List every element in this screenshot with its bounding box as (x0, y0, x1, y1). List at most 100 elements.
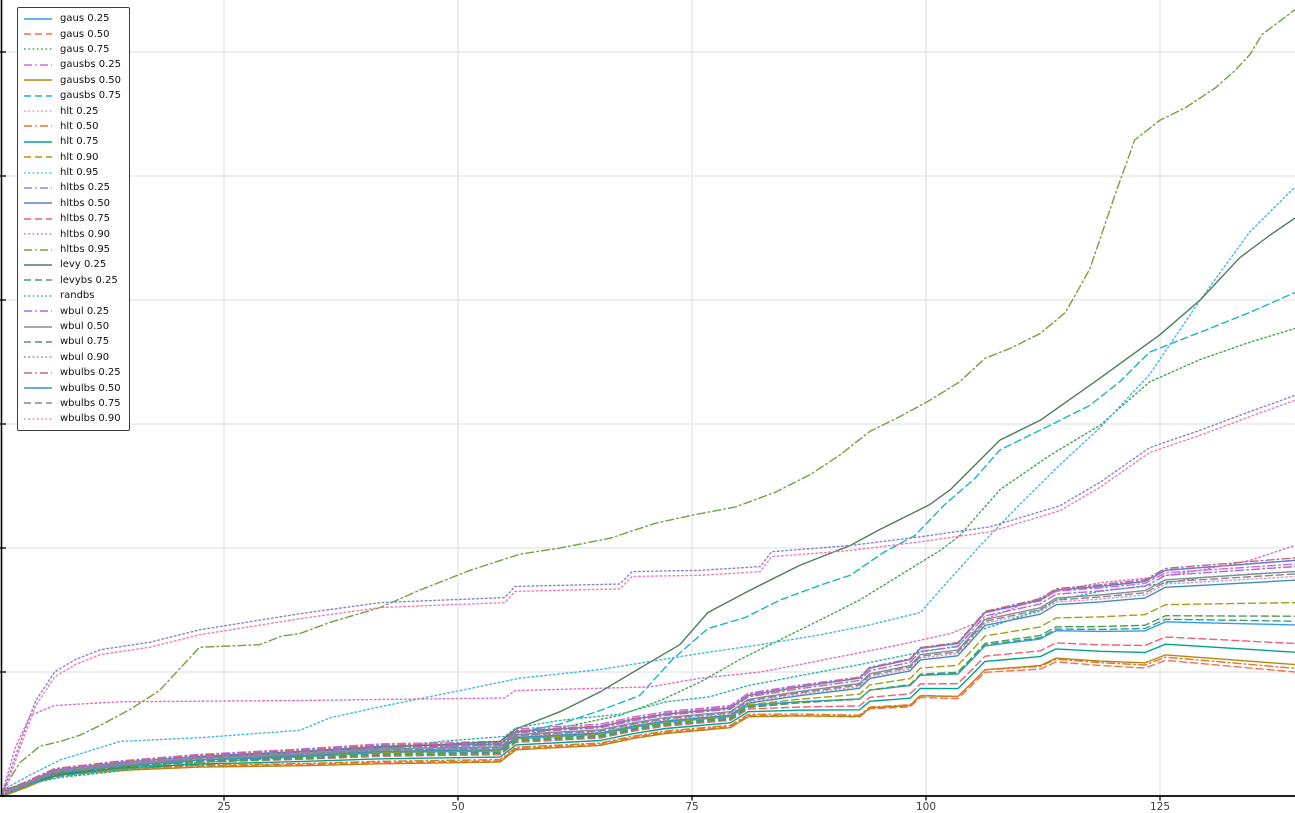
legend-line-sample (24, 156, 52, 159)
legend-item-gaus-0-75: gaus 0.75 (23, 42, 121, 57)
legend-line-sample (24, 17, 52, 20)
legend-line-sample (24, 264, 52, 266)
legend-item-hltbs-0-90: hltbs 0.90 (23, 226, 121, 241)
series-levybs-0-25 (2, 618, 1295, 795)
legend-label: hltbs 0.50 (60, 197, 111, 209)
legend-item-wbulbs-0-90: wbulbs 0.90 (23, 411, 121, 426)
legend-line-sample (24, 233, 52, 235)
legend-item-hltbs-0-50: hltbs 0.50 (23, 196, 121, 211)
legend-label: wbulbs 0.75 (60, 397, 121, 409)
legend-label: gaus 0.75 (60, 43, 110, 55)
legend-item-levybs-0-25: levybs 0.25 (23, 273, 121, 288)
legend-label: levy 0.25 (60, 259, 107, 271)
series-levy-0-25 (2, 217, 1295, 791)
legend-line-sample (24, 248, 52, 251)
legend-label: wbul 0.25 (60, 305, 110, 317)
legend-line-sample (24, 94, 52, 97)
legend-label: gaus 0.25 (60, 13, 110, 25)
legend-item-wbulbs-0-50: wbulbs 0.50 (23, 380, 121, 395)
legend-label: gausbs 0.25 (60, 59, 122, 71)
legend-label: wbul 0.50 (60, 321, 110, 332)
legend-line-sample (24, 171, 52, 174)
legend-line-sample (24, 402, 52, 405)
legend-line-sample (24, 79, 52, 82)
legend-label: hlt 0.95 (60, 167, 99, 179)
legend-line-sample (24, 202, 52, 205)
legend-item-wbulbs-0-25: wbulbs 0.25 (23, 365, 121, 380)
legend-item-hlt-0-50: hlt 0.50 (23, 119, 121, 134)
legend-line-sample (24, 310, 52, 312)
legend-label: hltbs 0.90 (60, 228, 111, 240)
legend-label: gaus 0.50 (60, 28, 110, 40)
legend-line-sample (24, 110, 52, 112)
legend-line-sample (24, 387, 52, 389)
legend-item-randbs: randbs (23, 288, 121, 303)
legend-line-sample (24, 48, 52, 51)
legend-line-sample (24, 217, 52, 220)
legend-label: wbul 0.90 (60, 351, 110, 363)
legend-line-sample (24, 279, 52, 282)
series-hlt-0-95 (2, 186, 1295, 791)
legend-label: gausbs 0.50 (60, 74, 122, 86)
legend-label: hltbs 0.95 (60, 244, 111, 256)
legend-item-hlt-0-25: hlt 0.25 (23, 103, 121, 118)
legend-item-wbul-0-90: wbul 0.90 (23, 350, 121, 365)
series-wbulbs-0-25 (2, 557, 1295, 792)
legend-line-sample (24, 418, 52, 420)
legend-label: wbulbs 0.50 (60, 382, 121, 394)
legend-label: hlt 0.75 (60, 136, 99, 148)
series-hltbs-0-90 (2, 544, 1295, 791)
legend-item-levy-0-25: levy 0.25 (23, 257, 121, 272)
series-wbul-0-25 (2, 565, 1295, 793)
x-tick-label: 75 (685, 801, 698, 813)
legend-line-sample (24, 356, 52, 359)
legend-label: gausbs 0.75 (60, 90, 122, 102)
x-tick-label: 25 (217, 801, 230, 813)
series-randbs (2, 570, 1295, 791)
legend-line-sample (24, 325, 52, 328)
x-tick-label: 125 (1150, 801, 1170, 813)
series-gausbs-0-25 (2, 563, 1295, 792)
legend-label: wbul 0.75 (60, 336, 110, 348)
series-wbul-0-75 (2, 615, 1295, 796)
legend-line-sample (24, 294, 52, 297)
legend-label: randbs (60, 290, 95, 302)
legend-item-hlt-0-95: hlt 0.95 (23, 165, 121, 180)
legend-item-gausbs-0-75: gausbs 0.75 (23, 88, 121, 103)
legend-label: hlt 0.50 (60, 120, 99, 132)
legend-item-hltbs-0-95: hltbs 0.95 (23, 242, 121, 257)
legend-item-wbul-0-50: wbul 0.50 (23, 319, 121, 334)
legend-item-gausbs-0-25: gausbs 0.25 (23, 57, 121, 72)
legend-item-gaus-0-25: gaus 0.25 (23, 11, 121, 26)
legend-line-sample (24, 33, 52, 35)
legend-line-sample (24, 125, 52, 128)
x-tick-label: 100 (916, 801, 936, 813)
legend-label: hlt 0.25 (60, 105, 99, 117)
series-wbul-0-90 (2, 394, 1295, 793)
legend-label: hltbs 0.75 (60, 213, 111, 225)
legend-item-hltbs-0-75: hltbs 0.75 (23, 211, 121, 226)
legend-line-sample (24, 141, 52, 143)
series-wbul-0-50 (2, 570, 1295, 795)
legend-line-sample (24, 341, 52, 343)
series-wbulbs-0-75 (2, 573, 1295, 796)
legend-label: wbulbs 0.90 (60, 413, 121, 425)
legend-label: hltbs 0.25 (60, 182, 111, 194)
series-gausbs-0-50 (2, 654, 1295, 797)
legend-item-gausbs-0-50: gausbs 0.50 (23, 73, 121, 88)
legend-label: wbulbs 0.25 (60, 367, 121, 379)
legend: gaus 0.25 gaus 0.50 gaus 0.75 gausbs 0.25 ga… (17, 7, 131, 431)
legend-line-sample (24, 64, 52, 66)
series-hltbs-0-95 (2, 9, 1295, 791)
legend-item-wbul-0-25: wbul 0.25 (23, 303, 121, 318)
legend-line-sample (24, 371, 52, 374)
legend-label: levybs 0.25 (60, 274, 118, 286)
legend-item-wbulbs-0-75: wbulbs 0.75 (23, 396, 121, 411)
series-wbulbs-0-50 (2, 579, 1295, 796)
legend-item-gaus-0-50: gaus 0.50 (23, 26, 121, 41)
legend-item-hlt-0-90: hlt 0.90 (23, 150, 121, 165)
legend-item-wbul-0-75: wbul 0.75 (23, 334, 121, 349)
legend-line-sample (24, 187, 52, 189)
